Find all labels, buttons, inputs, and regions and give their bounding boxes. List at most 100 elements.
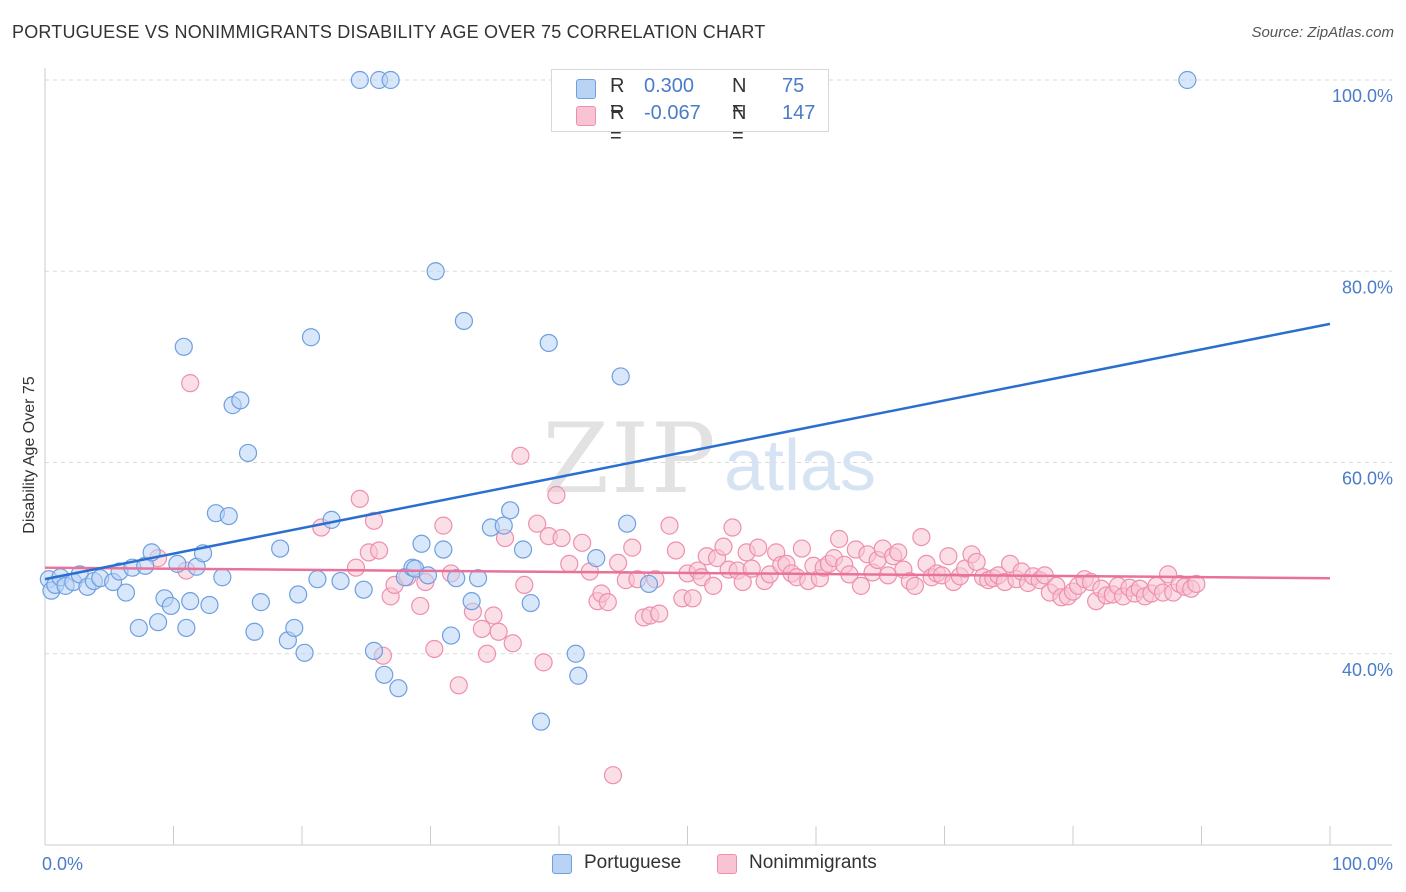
y-axis-title: Disability Age Over 75 — [21, 376, 38, 534]
portuguese-point — [285, 618, 304, 638]
trendlines — [44, 322, 1331, 581]
nonimmigrants-point — [1187, 574, 1206, 594]
legend-n-value: 75 — [782, 75, 805, 97]
nonimmigrants-swatch — [576, 106, 596, 126]
nonimmigrants-point — [528, 514, 547, 533]
nonimmigrants-point — [425, 639, 444, 659]
nonimmigrants-point — [350, 489, 369, 508]
nonimmigrants-point — [792, 539, 811, 558]
nonimmigrants-point — [889, 543, 908, 562]
nonimmigrants-point — [623, 538, 642, 557]
portuguese-point — [462, 592, 481, 611]
nonimmigrants-point — [434, 516, 453, 535]
portuguese-point — [412, 534, 431, 553]
series-name: Portuguese — [584, 852, 682, 873]
axes — [44, 68, 1392, 846]
correlation-legend: R = 0.300 N = 75 R = -0.067 N = 147 — [551, 69, 829, 147]
nonimmigrants-point — [704, 576, 723, 595]
portuguese-point — [148, 613, 168, 632]
chart-title: PORTUGUESE VS NONIMMIGRANTS DISABILITY A… — [12, 22, 766, 42]
watermark-zip: ZIP — [542, 403, 717, 515]
portuguese-point — [213, 568, 232, 587]
source-credit: Source: ZipAtlas.com — [1251, 24, 1394, 41]
portuguese-point — [161, 596, 181, 616]
x-tick-label: 0.0% — [42, 854, 83, 874]
y-tick-label: 60.0% — [1342, 469, 1393, 489]
series-name: Nonimmigrants — [749, 852, 877, 873]
portuguese-point — [639, 574, 659, 594]
portuguese-point — [174, 337, 193, 356]
portuguese-point — [331, 571, 350, 591]
nonimmigrants-point — [181, 374, 200, 393]
portuguese-points — [39, 70, 1197, 731]
nonimmigrants-point — [411, 596, 430, 616]
tick-labels: 40.0% 60.0% 80.0% 100.0% 0.0% 100.0% — [42, 86, 1393, 874]
legend-n-label: N = — [732, 102, 747, 147]
nonimmigrants-point — [573, 533, 592, 552]
portuguese-point — [271, 539, 290, 558]
portuguese-point — [539, 333, 558, 353]
legend-n-label: N = — [732, 75, 747, 120]
portuguese-point — [308, 570, 327, 589]
portuguese-point — [468, 569, 488, 588]
portuguese-point — [521, 593, 540, 613]
portuguese-point — [447, 569, 466, 588]
portuguese-point — [494, 516, 513, 535]
nonimmigrants-point — [749, 538, 768, 557]
portuguese-point — [245, 622, 264, 641]
portuguese-point — [231, 391, 250, 410]
portuguese-point — [301, 328, 321, 347]
nonimmigrants-point — [851, 576, 871, 595]
nonimmigrants-point — [666, 541, 686, 560]
portuguese-swatch — [576, 79, 596, 99]
portuguese-point — [618, 514, 637, 533]
nonimmigrants-point — [364, 511, 384, 530]
nonimmigrants-point — [511, 446, 530, 465]
nonimmigrants-swatch — [717, 854, 737, 874]
portuguese-point — [531, 712, 551, 731]
nonimmigrants-point — [650, 604, 669, 623]
portuguese-point — [289, 585, 308, 604]
portuguese-point — [566, 644, 585, 663]
nonimmigrants-point — [683, 589, 702, 608]
nonimmigrants-point — [939, 547, 958, 566]
nonimmigrants-point — [603, 766, 623, 785]
nonimmigrants-point — [609, 553, 628, 573]
y-tick-label: 40.0% — [1342, 660, 1393, 680]
gridlines — [45, 79, 1392, 655]
nonimmigrants-point — [552, 528, 571, 548]
x-tick-label: 100.0% — [1332, 854, 1393, 874]
portuguese-trendline — [44, 322, 1331, 581]
portuguese-point — [129, 618, 148, 638]
nonimmigrants-point — [912, 527, 931, 547]
nonimmigrants-point — [560, 554, 579, 573]
portuguese-point — [375, 665, 394, 684]
nonimmigrants-point — [830, 529, 849, 549]
portuguese-point — [238, 443, 258, 463]
portuguese-point — [441, 626, 461, 645]
portuguese-swatch — [552, 854, 572, 874]
nonimmigrants-point — [547, 485, 566, 505]
portuguese-point — [177, 618, 196, 638]
portuguese-point — [350, 70, 369, 90]
portuguese-point — [501, 501, 520, 520]
portuguese-point — [418, 566, 438, 585]
legend-r-label: R = — [610, 102, 625, 147]
nonimmigrants-point — [967, 552, 986, 572]
legend-r-value: 0.300 — [644, 75, 695, 97]
portuguese-point — [587, 549, 606, 568]
portuguese-point — [434, 540, 453, 559]
portuguese-point — [513, 540, 533, 559]
nonimmigrants-point — [472, 619, 491, 638]
nonimmigrants-points — [148, 374, 1206, 785]
nonimmigrants-point — [714, 537, 733, 556]
portuguese-point — [354, 580, 373, 599]
nonimmigrants-point — [905, 576, 925, 595]
nonimmigrants-point — [449, 676, 468, 695]
portuguese-point — [569, 666, 588, 685]
nonimmigrants-point — [660, 516, 679, 535]
legend-r-label: R = — [610, 75, 625, 120]
portuguese-point — [1178, 70, 1197, 90]
portuguese-point — [181, 592, 200, 611]
y-tick-label: 100.0% — [1332, 86, 1393, 106]
